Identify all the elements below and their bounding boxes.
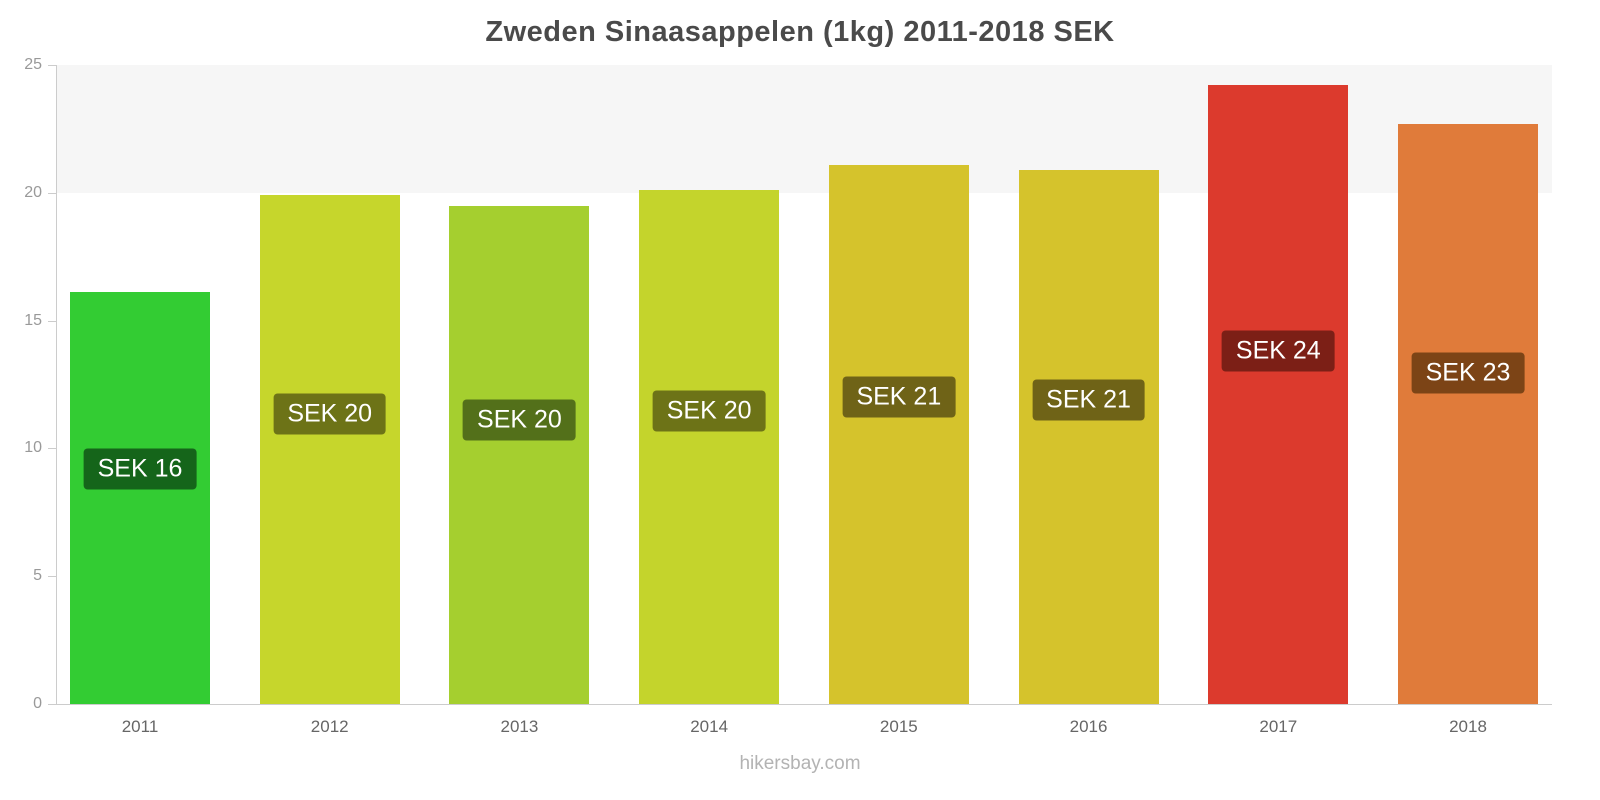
x-tick-label: 2015 [879,717,918,736]
bar-2012 [259,195,400,704]
bar-value-label: SEK 23 [1411,352,1525,394]
bar-value-label: SEK 24 [1221,330,1335,372]
bar-value-label: SEK 21 [842,376,956,418]
watermark: hikersbay.com [739,753,861,774]
y-tick-mark [48,320,56,322]
y-tick-label: 15 [24,311,42,329]
x-tick-label: 2011 [121,717,159,736]
y-tick-mark [48,192,56,194]
x-tick-label: 2018 [1449,717,1487,736]
y-tick-label: 20 [24,183,42,201]
x-axis-line [56,704,1552,705]
bar-2015 [828,164,969,704]
y-tick-mark [48,448,56,450]
chart-title: Zweden Sinaasappelen (1kg) 2011-2018 SEK [485,16,1115,48]
bar-value-label: SEK 20 [652,390,766,432]
y-axis-line [56,65,57,704]
y-tick-label: 10 [24,439,42,457]
x-tick-label: 2017 [1259,717,1298,736]
y-tick-label: 0 [33,695,42,712]
bar-2013 [449,205,590,704]
x-tick-label: 2013 [500,717,539,736]
x-tick-label: 2012 [310,717,349,736]
bar-value-label: SEK 20 [273,393,387,435]
x-tick-label: 2014 [690,717,729,736]
bar-value-label: SEK 20 [463,399,576,441]
y-tick-mark [48,576,56,578]
bar-value-label: SEK 16 [83,448,197,490]
bar-2014 [639,190,780,704]
bar-2017 [1208,85,1349,704]
y-tick-label: 5 [33,567,42,585]
bar-2018 [1398,123,1538,704]
bar-2016 [1018,169,1159,704]
y-tick-label: 25 [24,56,42,73]
bar-value-label: SEK 21 [1032,379,1145,420]
bar-2011 [70,292,210,704]
x-tick-label: 2016 [1069,717,1108,736]
y-tick-mark [48,65,56,66]
y-tick-mark [48,704,56,705]
